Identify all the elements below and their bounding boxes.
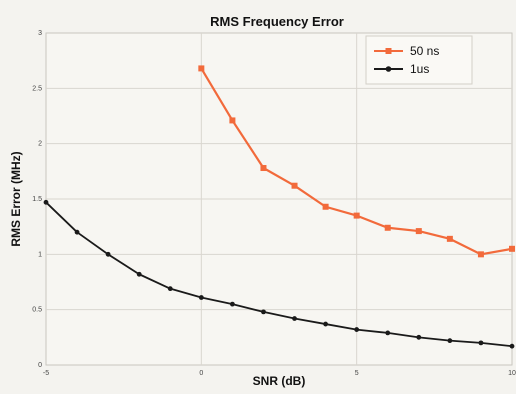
series-50ns-point — [198, 65, 205, 72]
legend-50ns-swatch-marker — [385, 48, 392, 54]
y-tick-label: 0 — [38, 362, 42, 369]
y-tick-label: 3 — [38, 30, 42, 37]
legend-box — [365, 35, 473, 85]
series-50ns-point — [291, 182, 298, 189]
series-50ns-point — [384, 224, 391, 231]
series-1us-point — [74, 229, 80, 235]
series-1us-point — [447, 338, 453, 344]
series-1us-point — [43, 199, 49, 205]
legend-50ns-label: 50 ns — [410, 44, 439, 58]
legend-1us-swatch-marker — [385, 66, 392, 72]
series-50ns-point — [415, 228, 422, 235]
x-tick-label: 10 — [508, 370, 516, 377]
series-1us-point — [292, 316, 297, 321]
grid-lines — [46, 33, 512, 365]
series-1us-point — [167, 286, 173, 292]
series-layer — [43, 65, 515, 349]
x-tick-label: -5 — [43, 370, 49, 377]
series-1us-point — [354, 327, 360, 332]
y-tick-label: 2.5 — [32, 85, 42, 92]
series-1us-point — [478, 340, 484, 346]
y-axis-label: RMS Error (MHz) — [9, 151, 23, 246]
series-1us-point — [105, 251, 111, 257]
series-50ns-point — [322, 203, 329, 210]
y-tick-label: 1.5 — [32, 196, 42, 203]
series-1us-point — [136, 271, 142, 277]
series-1us-line — [45, 201, 513, 348]
y-tick-label: 1 — [38, 251, 42, 258]
chart-title: RMS Frequency Error — [210, 14, 344, 29]
x-axis-label: SNR (dB) — [253, 374, 306, 388]
series-1us-point — [416, 334, 422, 340]
series-50ns-point — [509, 245, 515, 252]
series-50ns-point — [260, 165, 267, 172]
y-tick-label: 2 — [38, 141, 42, 148]
series-50ns-point — [477, 251, 484, 258]
legend-1us-label: 1us — [410, 62, 429, 76]
series-1us-point — [323, 321, 328, 327]
series-1us-point — [385, 330, 391, 336]
y-tick-label: 0.5 — [32, 307, 42, 314]
series-1us-point — [509, 343, 515, 349]
series-50ns-point — [353, 212, 360, 219]
x-tick-label: 0 — [199, 370, 203, 377]
series-1us-point — [261, 309, 266, 315]
series-1us-point — [230, 301, 235, 307]
legend: 50 ns 1us — [365, 35, 473, 85]
series-50ns-point — [229, 117, 236, 124]
series-50ns-point — [446, 235, 453, 242]
x-tick-label: 5 — [355, 370, 359, 377]
series-1us-point — [198, 295, 204, 300]
